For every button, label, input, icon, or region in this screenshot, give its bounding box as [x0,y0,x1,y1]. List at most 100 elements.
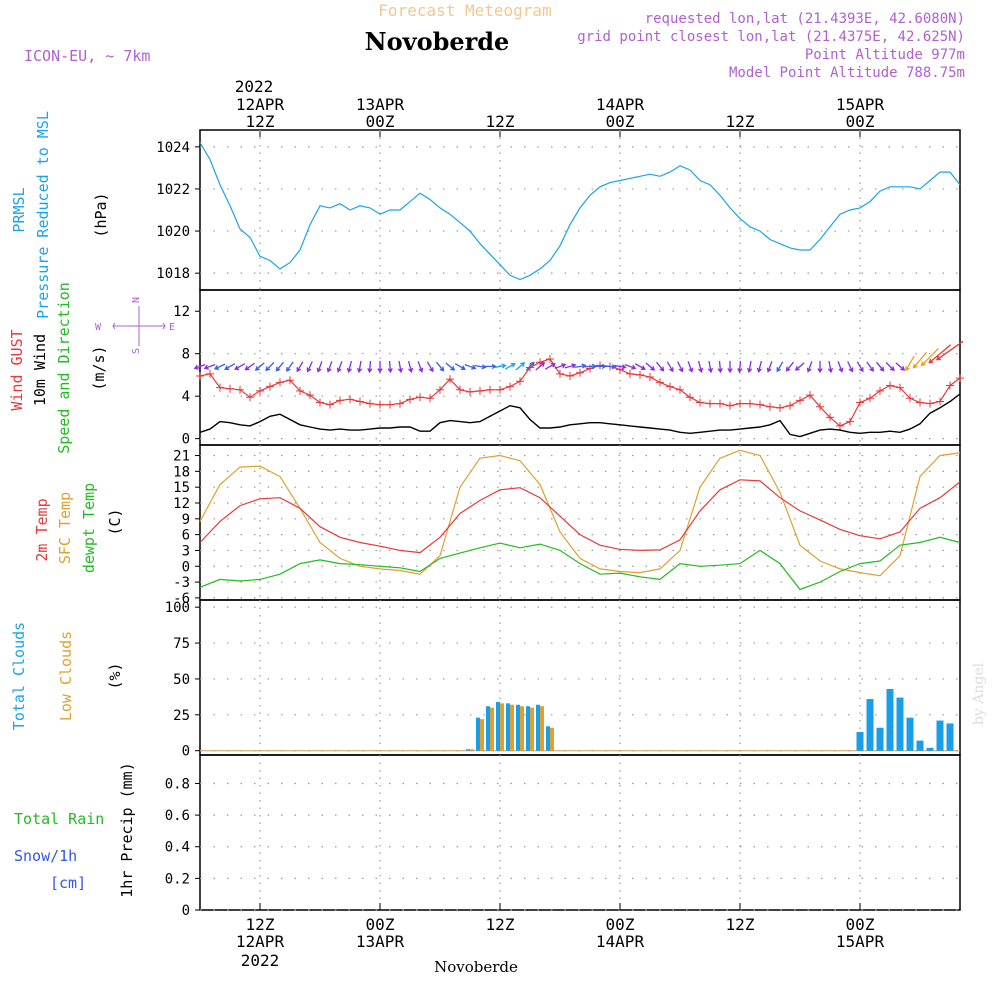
gust-marker [856,398,864,407]
wind-arrow [504,362,516,370]
gust-marker [666,382,674,391]
total-cloud-bar [856,732,864,751]
compass-north: N [131,297,142,303]
wind-arrow [397,360,404,374]
wind-arrow [367,360,373,374]
gust-marker [526,363,534,372]
temperature-labels: 2m Temp SFC Temp dewpt Temp (C) [33,483,124,573]
wind-arrow [866,361,874,372]
gust-marker [316,398,324,407]
wind-arrow [286,361,294,372]
sfc-temp-line [199,449,961,577]
model-altitude: Model Point Altitude 788.75m [729,65,965,81]
wind-arrow [193,363,206,370]
gust-marker [716,399,724,408]
total-cloud-bar [496,701,500,751]
temp-ytick-label: -3 [173,575,190,591]
total-cloud-bar [476,717,480,751]
wind-arrow [377,360,383,374]
wind-speed-line [199,393,961,438]
gust-marker [426,394,434,403]
wind-arrow [847,361,854,373]
gust-marker [536,358,544,367]
top-date-label: 13APR [356,95,405,114]
precip-ytick-label: 0.8 [165,776,190,792]
total-cloud-bar [896,697,904,751]
wind-arrow [912,351,927,369]
gust-marker [496,385,504,394]
wind-arrow [928,344,952,364]
wind-arrow [426,361,434,373]
wind-arrow [737,360,743,374]
gust-marker [876,386,884,395]
wind-arrow [387,360,393,374]
bottom-date-label: 13APR [356,932,405,951]
gust-marker [356,397,364,406]
gust-marker [906,394,914,403]
wind-arrow [407,360,414,374]
total-cloud-bar [546,726,550,751]
pressure-label-prmsl: PRMSL [10,187,28,232]
wind-label-gust: Wind GUST [8,329,26,410]
gust-marker [916,398,924,407]
footer-location: Novoberde [434,958,518,976]
wind-arrow [766,361,773,373]
gust-marker [216,383,224,392]
wind-arrow [213,363,226,370]
point-altitude: Point Altitude 977m [805,47,965,63]
low-cloud-bar [500,703,504,751]
gust-marker [626,369,634,378]
temp-ytick-label: 18 [173,464,190,480]
wind-arrow [464,363,477,370]
wind-arrow [604,364,617,370]
temp-ytick-label: 3 [182,543,190,559]
top-date-label: 14APR [596,95,645,114]
wind-arrow [244,362,255,371]
prmsl-line [199,142,961,281]
wind-arrow [707,360,714,374]
gust-marker [726,401,734,410]
temp-ytick-label: 12 [173,496,190,512]
cloud-panel [200,688,960,752]
low-cloud-bar [490,707,494,751]
wind-arrow [645,362,656,371]
low-cloud-bar [530,707,534,751]
bottom-hour-label: 12Z [486,915,515,934]
wind-arrow [417,361,424,373]
temp-unit: (C) [106,508,124,535]
gust-marker [946,381,954,390]
total-cloud-bar [516,704,520,751]
bottom-hour-label: 12Z [726,915,755,934]
gust-marker [476,386,484,395]
compass-south: S [131,348,142,354]
panel-frames: 101810201022102404812-6-3036912151821025… [156,129,961,919]
temp-label-dewpt: dewpt Temp [80,483,98,573]
wind-arrow [677,361,684,373]
gust-marker [756,400,764,409]
bottom-hour-label: 00Z [366,915,395,934]
wind-arrow [875,361,885,372]
wind-arrow [564,363,577,369]
wind-unit: (m/s) [90,345,108,390]
dewpt-line [199,536,961,591]
gust-marker [406,395,414,404]
temperature-panel [199,449,961,591]
product-title: Forecast Meteogram [378,1,551,20]
gust-marker [656,378,664,387]
total-cloud-bar [886,688,894,751]
low-cloud-bar [480,719,484,751]
total-cloud-bar [536,704,540,751]
cloud-ytick-label: 25 [173,708,190,724]
cloud-ytick-label: 100 [165,600,190,616]
temp-ytick-label: 0 [182,559,190,575]
top-date-label: 15APR [836,95,885,114]
precip-labels: Total Rain Snow/1h [cm] 1hr Precip (mm) [14,762,136,897]
wind-arrow [856,361,864,373]
gust-marker [886,381,894,390]
cloud-label-total: Total Clouds [10,622,28,730]
wind-arrow [336,361,343,373]
wind-arrow [614,364,627,370]
wind-arrow [454,363,466,370]
